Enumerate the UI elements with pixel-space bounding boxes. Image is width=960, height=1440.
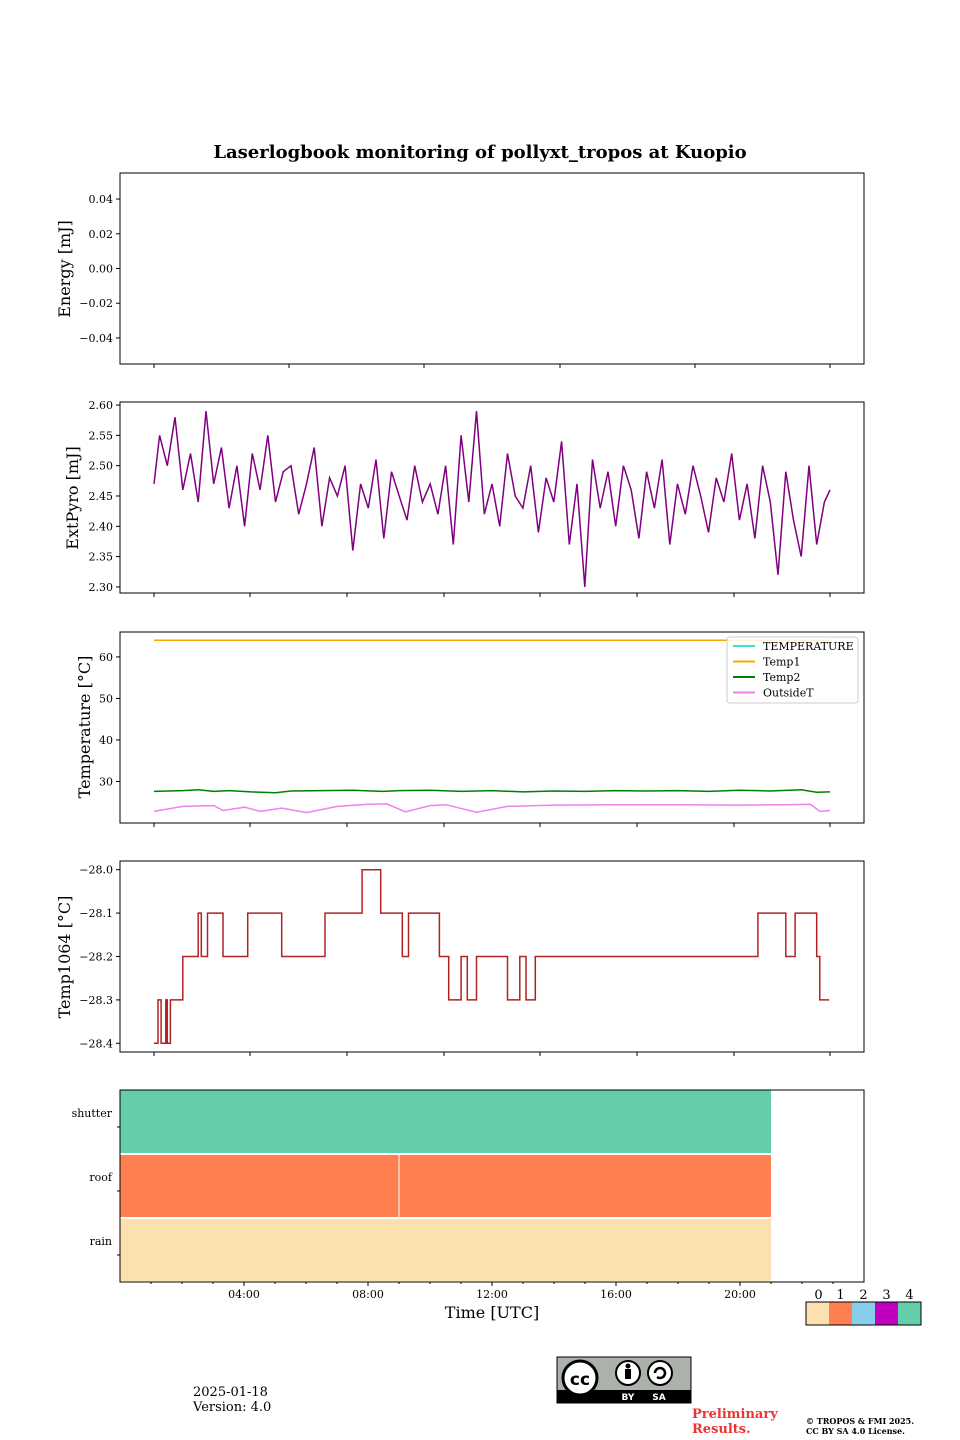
y-tick-label: 2.55 — [89, 429, 114, 442]
preliminary-label-line1: Preliminary — [692, 1407, 778, 1422]
y-tick-label: 30 — [99, 775, 113, 788]
y-category-label: rain — [90, 1235, 112, 1248]
colorbar-swatch — [898, 1302, 921, 1325]
temperature-legend: TEMPERATURE Temp1 Temp2 OutsideT — [726, 636, 859, 704]
y-tick-label: 2.60 — [89, 399, 114, 412]
temp1064-lines — [154, 868, 830, 1045]
y-tick-label: −28.0 — [79, 864, 113, 877]
colorbar-label: 4 — [905, 1288, 913, 1303]
legend-box — [726, 636, 859, 704]
energy-xticks — [153, 364, 831, 368]
y-tick-label: 50 — [99, 692, 113, 705]
y-tick-label: −28.3 — [79, 994, 113, 1007]
extpyro-yticks: 2.60 2.55 2.50 2.45 2.40 2.35 2.30 — [89, 399, 120, 594]
colorbar-frame — [805, 1301, 922, 1326]
preliminary-label-line2: Results. — [692, 1422, 751, 1437]
copyright-line2: CC BY SA 4.0 License. — [806, 1426, 905, 1436]
colorbar-label: 1 — [836, 1288, 844, 1303]
colorbar-label: 2 — [859, 1288, 867, 1303]
temp1064-panel: Temp1064 [°C] −28.0 −28.1 −28.2 −28.3 −28.4 — [55, 860, 865, 1056]
legend-label: TEMPERATURE — [763, 640, 854, 653]
series-line-data — [153, 411, 831, 587]
temperature-lines — [153, 639, 831, 814]
y-category-label: shutter — [72, 1107, 113, 1120]
x-tick-label: 20:00 — [724, 1288, 756, 1301]
flag-cell-shutter — [120, 1090, 771, 1153]
extpyro-ylabel: ExtPyro [mJ] — [63, 446, 82, 549]
copyright-line1: © TROPOS & FMI 2025. — [806, 1416, 914, 1426]
colorbar-swatch — [829, 1302, 852, 1325]
footer-version: Version: 4.0 — [192, 1400, 271, 1415]
y-tick-label: −28.1 — [79, 907, 113, 920]
x-tick-label: 04:00 — [228, 1288, 260, 1301]
y-tick-label: −0.02 — [79, 297, 113, 310]
energy-ylabel: Energy [mJ] — [55, 220, 74, 318]
y-tick-label: 60 — [99, 651, 113, 664]
y-tick-label: 2.45 — [89, 490, 114, 503]
x-tick-label: 08:00 — [352, 1288, 384, 1301]
colorbar-label: 0 — [814, 1288, 822, 1303]
y-tick-label: 0.04 — [89, 193, 114, 206]
legend-label: OutsideT — [763, 687, 814, 700]
extpyro-lines — [153, 411, 831, 587]
colorbar-swatch — [852, 1302, 875, 1325]
colorbar-swatch — [875, 1302, 898, 1325]
temperature-xticks — [153, 823, 831, 827]
legend-label: Temp2 — [763, 671, 800, 684]
svg-text:cc: cc — [570, 1370, 590, 1390]
y-tick-label: 2.50 — [89, 460, 114, 473]
extpyro-axes-frame — [119, 401, 865, 594]
y-tick-label: 0.00 — [89, 263, 114, 276]
y-tick-label: −28.2 — [79, 951, 113, 964]
flags-ycategories: shutter roof rain — [72, 1107, 120, 1256]
temperature-yticks: 60 50 40 30 — [99, 651, 120, 788]
flag-cell-rain — [120, 1219, 771, 1281]
temp1064-xticks — [153, 1052, 831, 1056]
temp1064-yticks: −28.0 −28.1 −28.2 −28.3 −28.4 — [79, 864, 120, 1050]
cc-by-sa-icon: cc BY SA — [556, 1356, 692, 1404]
colorbar-swatch — [806, 1302, 829, 1325]
extpyro-xticks — [153, 593, 831, 597]
time-xlabel: Time [UTC] — [445, 1303, 539, 1322]
x-tick-label: 12:00 — [476, 1288, 508, 1301]
temperature-axes-frame — [119, 631, 865, 824]
y-tick-label: 2.35 — [89, 551, 114, 564]
y-tick-label: 2.30 — [89, 581, 114, 594]
series-line-data — [154, 868, 830, 1045]
temperature-ylabel: Temperature [°C] — [75, 656, 94, 799]
energy-yticks: 0.04 0.02 0.00 −0.02 −0.04 — [79, 193, 120, 345]
svg-text:BY: BY — [622, 1393, 635, 1403]
chart-title: Laserlogbook monitoring of pollyxt_tropo… — [213, 142, 746, 163]
x-tick-label: 16:00 — [600, 1288, 632, 1301]
extpyro-panel: ExtPyro [mJ] 2.60 2.55 2.50 2.45 2.40 2.35 2.3… — [63, 399, 865, 597]
flags-xticks: 04:00 08:00 12:00 16:00 20:00 — [150, 1282, 834, 1301]
legend-label: Temp1 — [763, 656, 800, 669]
y-tick-label: 2.40 — [89, 520, 114, 533]
temp1064-ylabel: Temp1064 [°C] — [55, 896, 74, 1019]
y-tick-label: 0.02 — [89, 228, 114, 241]
y-category-label: roof — [89, 1171, 113, 1184]
colorbar-label: 3 — [882, 1288, 890, 1303]
temperature-panel: Temperature [°C] 60 50 40 30 TEMPERATURE Tem… — [75, 631, 865, 827]
series-line-outsidet — [153, 803, 831, 814]
energy-axes-frame — [119, 172, 865, 365]
flags-panel: shutter roof rain 04:00 08:00 12:00 16:00 20:0… — [72, 1089, 865, 1322]
series-line-temp2 — [153, 789, 831, 794]
flags-cells — [120, 1090, 771, 1281]
energy-panel: Energy [mJ] 0.04 0.02 0.00 −0.02 −0.04 — [55, 172, 865, 368]
y-tick-label: −0.04 — [79, 332, 113, 345]
y-tick-label: 40 — [99, 734, 113, 747]
footer-date: 2025-01-18 — [193, 1385, 268, 1400]
flag-cell-roof — [120, 1155, 771, 1217]
svg-text:SA: SA — [652, 1393, 665, 1403]
y-tick-label: −28.4 — [79, 1037, 113, 1050]
